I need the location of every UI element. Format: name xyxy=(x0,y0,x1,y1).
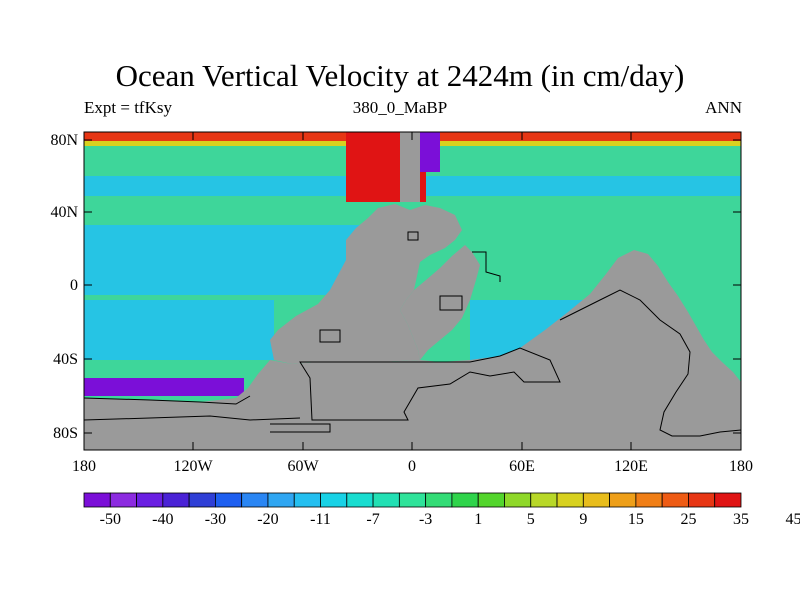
colorbar-swatch xyxy=(582,492,611,508)
colorbar-swatch xyxy=(136,492,164,508)
lat-label: 0 xyxy=(70,277,78,294)
colorbar-swatch xyxy=(372,492,400,508)
lon-label: 0 xyxy=(408,458,416,475)
colorbar-label: 35 xyxy=(733,511,749,528)
colorbar-swatch xyxy=(241,492,269,508)
colorbar: -50 -40 -30 -20 -11 -7 -3 1 5 9 15 25 35 45 xyxy=(83,492,800,528)
cyan-band-south xyxy=(84,300,274,360)
colorbar-swatch xyxy=(346,492,374,508)
land-asia-australia xyxy=(84,250,741,450)
colorbar-swatch xyxy=(188,492,216,508)
lon-label: 120E xyxy=(614,458,648,475)
colorbar-swatch xyxy=(504,492,532,508)
arctic-purple-patch xyxy=(420,132,440,172)
colorbar-swatch xyxy=(714,492,742,508)
experiment-label: Expt = tfKsy xyxy=(84,98,172,117)
lat-label: 40S xyxy=(53,351,78,368)
lat-label: 80S xyxy=(53,425,78,442)
colorbar-swatch xyxy=(556,492,584,508)
colorbar-swatch xyxy=(162,492,190,508)
season-label: ANN xyxy=(705,98,742,117)
colorbar-label: -3 xyxy=(419,511,432,528)
colorbar-swatch xyxy=(530,492,558,508)
colorbar-swatch xyxy=(688,492,716,508)
colorbar-swatch xyxy=(661,492,689,508)
boundary-contours xyxy=(83,231,742,437)
lon-label: 60E xyxy=(509,458,535,475)
colorbar-swatch xyxy=(635,492,663,508)
colorbar-swatch xyxy=(83,492,111,508)
lat-label: 80N xyxy=(50,132,78,149)
map-title: Ocean Vertical Velocity at 2424m (in cm/… xyxy=(115,58,685,93)
colorbar-label: 5 xyxy=(527,511,535,528)
colorbar-swatch xyxy=(398,492,427,508)
colorbar-label: 15 xyxy=(628,511,644,528)
colorbar-swatch xyxy=(320,492,348,508)
colorbar-label: -40 xyxy=(152,511,173,528)
colorbar-label: 9 xyxy=(579,511,587,528)
colorbar-label: -20 xyxy=(257,511,278,528)
lon-label: 180 xyxy=(72,458,96,475)
colorbar-swatch xyxy=(267,492,295,508)
lat-label: 40N xyxy=(50,204,78,221)
southern-purple-band xyxy=(84,378,244,396)
colorbar-label: 1 xyxy=(474,511,482,528)
land-divider xyxy=(400,132,420,202)
lon-label: 60W xyxy=(287,458,319,475)
colorbar-label: -11 xyxy=(310,511,331,528)
colorbar-swatch xyxy=(293,492,321,508)
colorbar-swatch xyxy=(109,492,137,508)
colorbar-label: 45 xyxy=(786,511,800,528)
lon-label: 180 xyxy=(729,458,753,475)
colorbar-swatch xyxy=(214,492,243,508)
colorbar-swatch xyxy=(609,492,637,508)
axis-ticks xyxy=(83,132,742,450)
colorbar-swatch xyxy=(477,492,505,508)
colorbar-label: -30 xyxy=(205,511,226,528)
colorbar-label: 25 xyxy=(680,511,696,528)
lon-label: 120W xyxy=(173,458,213,475)
time-label: 380_0_MaBP xyxy=(352,98,448,117)
colorbar-swatch xyxy=(451,492,479,508)
colorbar-swatch xyxy=(425,492,453,508)
land-northwest xyxy=(270,204,462,364)
colorbar-label: -7 xyxy=(366,511,379,528)
colorbar-label: -50 xyxy=(100,511,121,528)
